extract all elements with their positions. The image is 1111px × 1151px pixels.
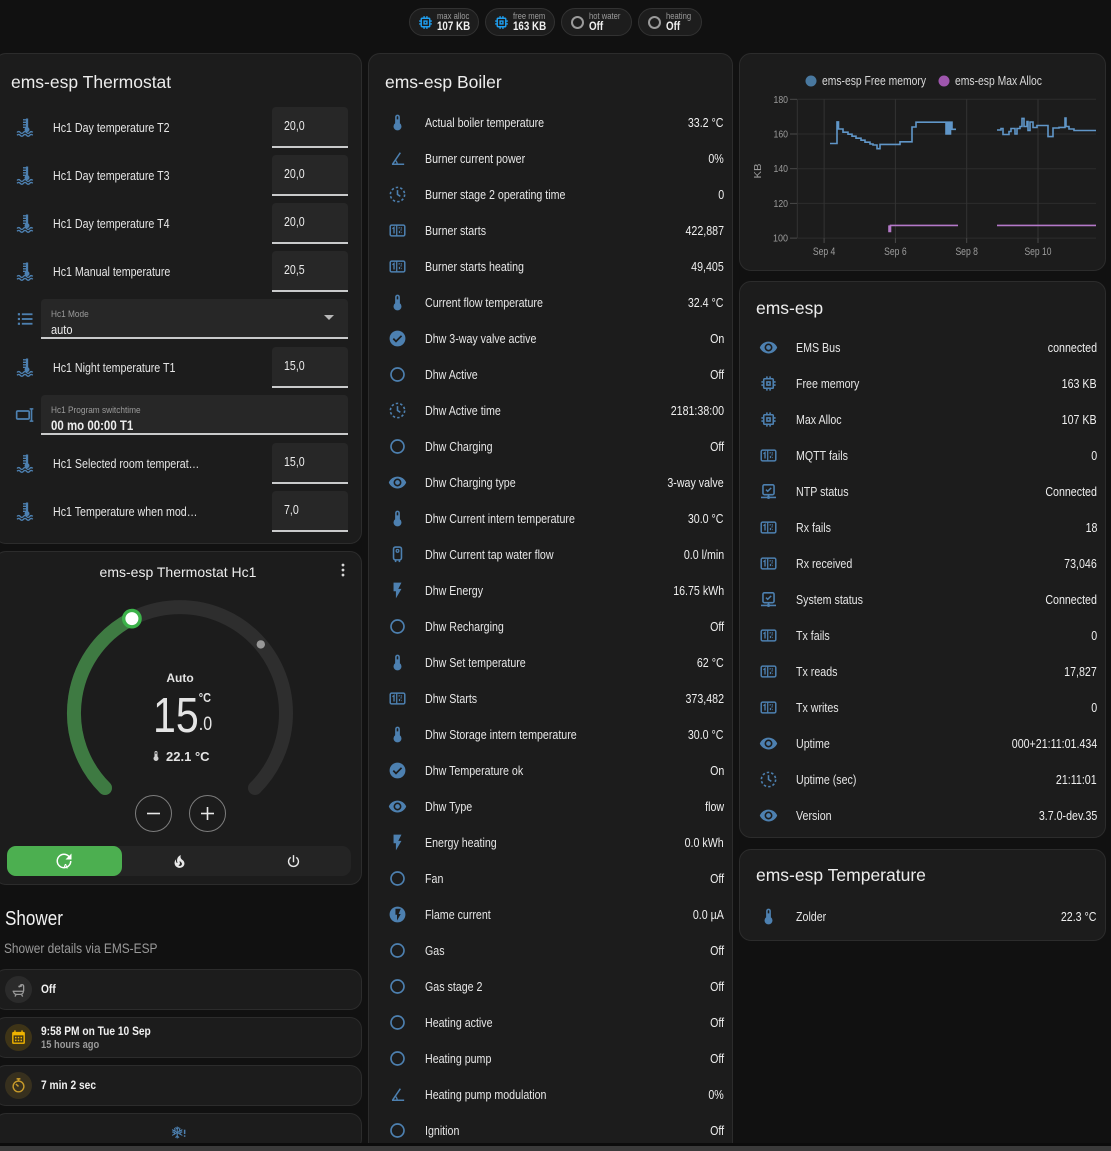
- svg-text:ems-esp Max Alloc: ems-esp Max Alloc: [955, 74, 1042, 88]
- svg-text:ems-esp Free memory: ems-esp Free memory: [822, 74, 927, 88]
- svg-text:120: 120: [774, 198, 789, 210]
- svg-text:Sep 4: Sep 4: [813, 246, 836, 258]
- svg-text:100: 100: [773, 233, 788, 245]
- svg-text:Sep 6: Sep 6: [884, 246, 907, 258]
- svg-text:140: 140: [774, 163, 789, 175]
- svg-text:Sep 8: Sep 8: [955, 246, 978, 258]
- svg-text:160: 160: [774, 129, 789, 141]
- svg-text:180: 180: [774, 94, 789, 106]
- svg-text:KB: KB: [752, 164, 764, 179]
- svg-text:Sep 10: Sep 10: [1025, 246, 1052, 258]
